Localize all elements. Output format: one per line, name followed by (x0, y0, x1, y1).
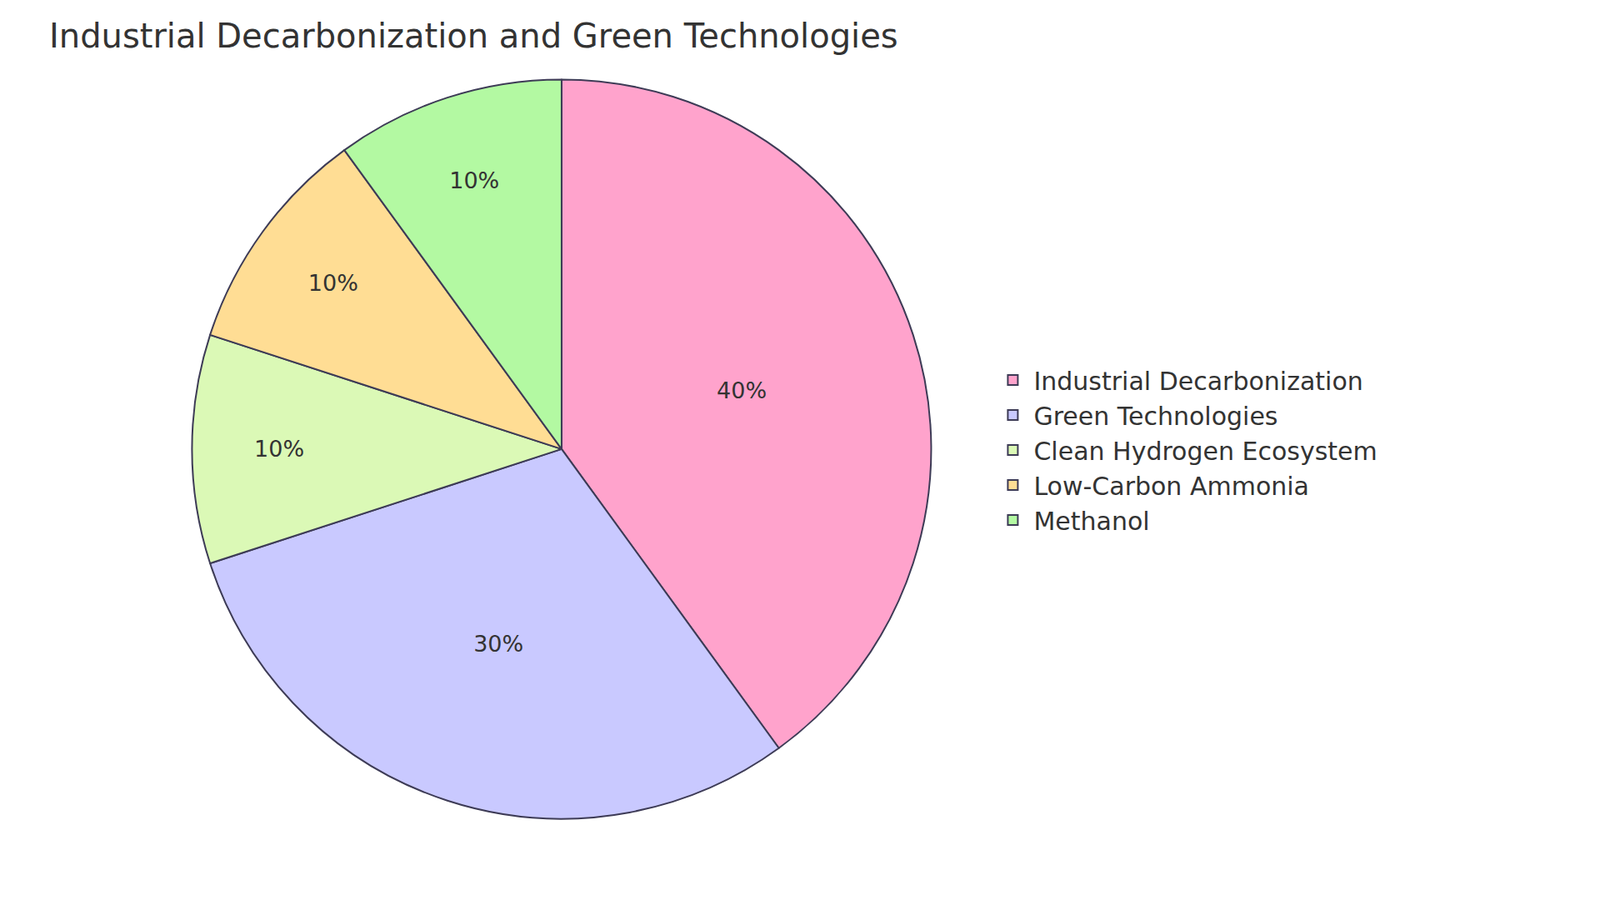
svg-text:10%: 10% (308, 270, 359, 296)
svg-text:30%: 30% (473, 630, 524, 657)
svg-text:40%: 40% (716, 377, 767, 404)
svg-text:Green Technologies: Green Technologies (1033, 401, 1278, 431)
svg-text:Low-Carbon Ammonia: Low-Carbon Ammonia (1033, 471, 1310, 501)
svg-text:Industrial Decarbonization and: Industrial Decarbonization and Green Tec… (49, 16, 899, 55)
svg-text:Clean Hydrogen Ecosystem: Clean Hydrogen Ecosystem (1033, 436, 1377, 466)
svg-text:Industrial Decarbonization: Industrial Decarbonization (1033, 366, 1363, 396)
svg-text:10%: 10% (449, 167, 500, 194)
svg-text:Methanol: Methanol (1033, 506, 1150, 536)
svg-text:10%: 10% (254, 435, 305, 462)
